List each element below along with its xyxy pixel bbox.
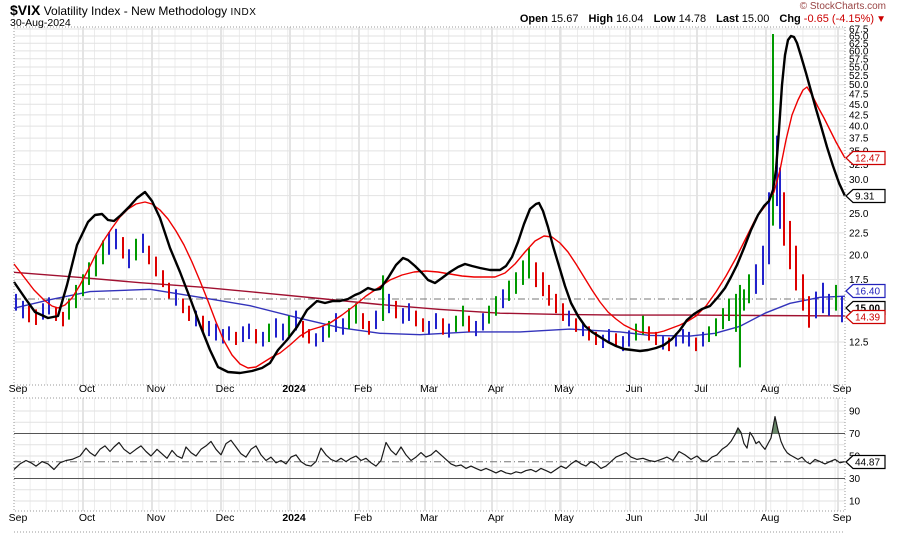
oscillator-line [13,416,846,475]
y-axis-tick-label: 45.0 [849,100,869,111]
exchange: INDX [230,7,257,18]
month-label: Jun [626,512,643,524]
month-label: Jul [694,512,707,524]
y-axis-tick-label: 90 [849,407,861,418]
plot-border [13,26,846,386]
month-label: May [554,512,575,524]
last-label: Last [716,13,739,25]
month-label: Aug [761,512,780,524]
plot-border [13,397,846,512]
month-label: Jul [694,383,707,395]
chart-date: 30-Aug-2024 [10,17,71,29]
y-axis-tick-label: 32.5 [849,160,869,171]
chg-label: Chg [779,13,801,25]
copyright: © StockCharts.com [799,1,886,12]
y-axis-tick-label: 40.0 [849,122,869,133]
month-label: 2024 [282,383,306,395]
y-axis-tick-label: 20.0 [849,250,869,261]
oscillator-overbought-fill [14,416,845,434]
price-tag [845,150,886,166]
y-axis-tick-label: 25.0 [849,209,869,220]
month-label: Mar [420,383,439,395]
price-tag-label: 15.00 [855,304,880,315]
price-tag-label: 9.31 [855,192,875,203]
overlay-red-smooth-line [13,86,846,369]
y-axis-tick-label: 12.5 [849,337,869,348]
month-label: Feb [354,383,372,395]
price-tag-label: 44.87 [855,458,880,469]
price-tag [845,283,886,299]
y-axis-tick-label: 52.5 [849,71,869,82]
chg-value: -0.65 (-4.15%) [803,13,875,25]
month-label: Dec [216,383,235,395]
quote-bar: Open 15.67 High 16.04 Low 14.78 Last 15.00 C… [513,13,886,25]
high-value: 16.04 [615,13,644,25]
y-axis-tick-label: 62.5 [849,39,869,50]
month-label: Apr [488,512,505,524]
month-label: Nov [147,512,166,524]
high-label: High [588,13,613,25]
month-label: Sep [9,383,28,395]
symbol-name: Volatility Index - New Methodology [43,4,228,18]
y-axis-tick-label: 30 [849,474,861,485]
month-label: Mar [420,512,439,524]
chart-title: $VIX Volatility Index - New Methodology … [10,2,256,18]
month-label: Nov [147,383,166,395]
chg-down-arrow-icon: ▼ [876,14,886,25]
month-label: Oct [79,383,95,395]
open-value: 15.67 [550,13,579,25]
month-label: Apr [488,383,505,395]
price-tag [845,454,886,470]
month-label: May [554,383,575,395]
month-label: Sep [9,512,28,524]
y-axis-tick-label: 55.0 [849,63,869,74]
y-axis-tick-label: 30.0 [849,175,869,186]
price-tag-label: 12.47 [855,154,880,165]
price-tag [845,188,886,204]
month-label: Sep [833,512,852,524]
y-axis-tick-label: 60.0 [849,46,869,57]
y-axis-tick-label: 57.5 [849,54,869,65]
y-axis-tick-label: 67.5 [849,25,869,36]
y-axis-tick-label: 10 [849,497,861,508]
month-label: Dec [216,512,235,524]
month-label: 2024 [282,512,306,524]
y-axis-tick-label: 37.5 [849,134,869,145]
month-label: Jun [626,383,643,395]
y-axis-tick-label: 42.5 [849,110,869,121]
low-label: Low [653,13,676,25]
y-axis-tick-label: 17.5 [849,275,869,286]
overlay-thick-black-line [13,34,847,375]
price-tag-label: 14.39 [855,313,880,324]
price-tag-label: 16.40 [855,287,880,298]
y-axis-tick-label: 70 [849,429,861,440]
last-value: 15.00 [741,13,770,25]
y-axis-tick-label: 65.0 [849,32,869,43]
month-label: Aug [761,383,780,395]
month-label: Feb [354,512,372,524]
open-label: Open [519,13,548,25]
y-axis-tick-label: 47.5 [849,90,869,101]
y-axis-tick-label: 50.0 [849,80,869,91]
y-axis-tick-label: 22.5 [849,228,869,239]
month-label: Oct [79,512,95,524]
symbol: $VIX [10,2,41,18]
low-value: 14.78 [678,13,707,25]
month-label: Sep [833,383,852,395]
price-tag [845,309,886,325]
